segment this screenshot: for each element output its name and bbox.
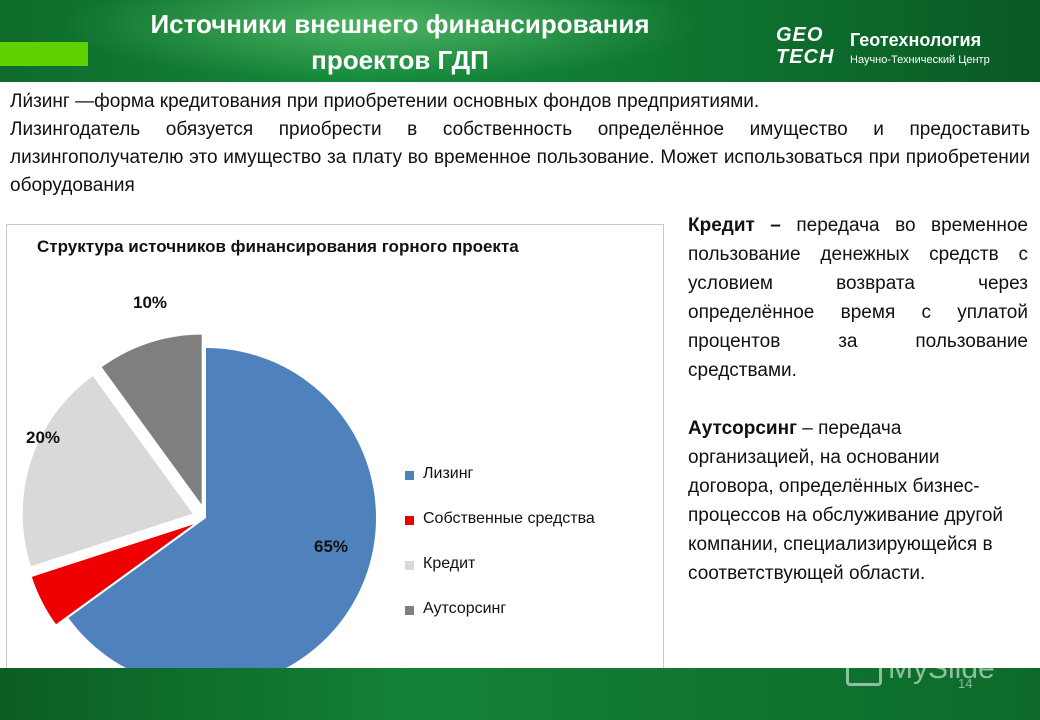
watermark: MySlide xyxy=(846,652,995,687)
leasing-definition: Ли́зинг —форма кредитования при приобрет… xyxy=(10,88,1030,116)
logo-mark-line-2: TECH xyxy=(776,46,835,68)
legend-label-0: Лизинг xyxy=(423,465,474,482)
title-line-2: проектов ГДП xyxy=(311,45,489,75)
legend-label-3: Аутсорсинг xyxy=(423,600,507,617)
pie-label-0: 65% xyxy=(314,537,348,556)
pie-chart-svg: 65%5%20%10% xyxy=(22,293,376,669)
intro-text: Ли́зинг —форма кредитования при приобрет… xyxy=(10,88,1030,200)
outsourcing-text: – передача организацией, на основании до… xyxy=(688,418,1004,584)
pie-slice-0 xyxy=(68,348,376,669)
leasing-definition-text: —форма кредитования при приобретении осн… xyxy=(75,91,760,112)
leasing-paragraph: Лизингодатель обязуется приобрести в соб… xyxy=(10,119,1030,196)
legend-swatch-0 xyxy=(405,471,414,480)
outsourcing-term: Аутсорсинг xyxy=(688,418,797,439)
credit-term: Кредит – xyxy=(688,215,781,236)
logo-mark-line-1: GEO xyxy=(776,24,824,46)
slide-title: Источники внешнего финансирования проект… xyxy=(60,6,740,78)
legend-swatch-2 xyxy=(405,561,414,570)
title-line-1: Источники внешнего финансирования xyxy=(150,9,650,39)
watermark-icon xyxy=(846,654,882,687)
pie-label-2: 20% xyxy=(26,428,60,447)
legend-swatch-1 xyxy=(405,516,414,525)
credit-text: передача во временное пользование денежн… xyxy=(688,215,1028,381)
watermark-text: MySlide xyxy=(888,652,995,685)
logo-subtitle: Научно-Технический Центр xyxy=(850,54,990,66)
legend-label-1: Собственные средства xyxy=(423,510,595,527)
geotech-logo-icon: GEO TECH xyxy=(776,24,838,72)
company-logo: GEO TECH Геотехнология Научно-Технически… xyxy=(776,24,1016,74)
pie-slice-1 xyxy=(31,524,194,625)
logo-name: Геотехнология xyxy=(850,30,982,50)
page-number: 14 xyxy=(958,676,973,691)
pie-label-3: 10% xyxy=(133,293,167,312)
outsourcing-definition: Аутсорсинг – передача организацией, на о… xyxy=(688,414,1028,588)
header-glow xyxy=(60,0,700,82)
definitions-panel: Кредит – передача во временное пользован… xyxy=(688,211,1028,588)
pie-slice-2 xyxy=(22,376,193,567)
accent-bar xyxy=(0,42,88,66)
chart-title: Структура источников финансирования горн… xyxy=(37,237,519,256)
pie-slice-3 xyxy=(101,334,202,505)
pie-chart: 65%5%20%10% Структура источников финанси… xyxy=(6,224,664,670)
legend-swatch-3 xyxy=(405,606,414,615)
header-bar xyxy=(0,0,1040,82)
credit-definition: Кредит – передача во временное пользован… xyxy=(688,211,1028,385)
footer-bar xyxy=(0,668,1040,720)
legend-label-2: Кредит xyxy=(423,555,476,572)
leasing-term: Ли́зинг xyxy=(10,91,70,112)
